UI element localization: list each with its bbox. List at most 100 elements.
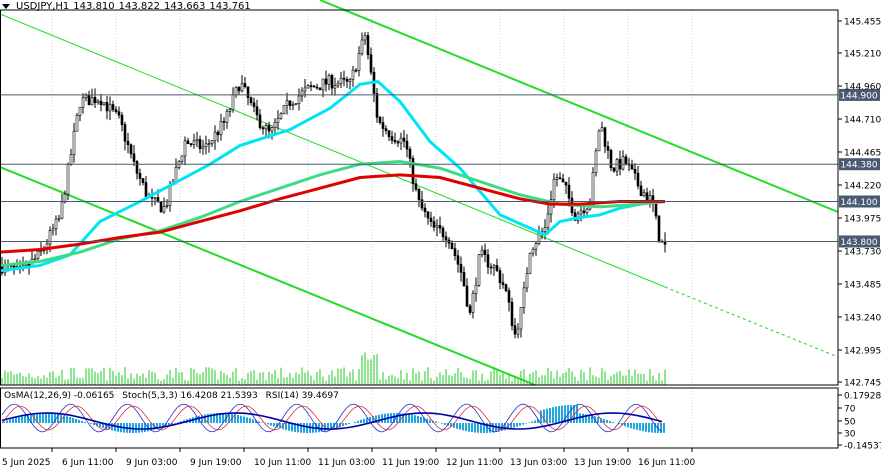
level-label-box: [839, 88, 880, 101]
time-axis: 5 Jun 2025 6 Jun 11:00 9 Jun 03:00 9 Jun 19…: [2, 448, 695, 468]
candle-body: [567, 184, 571, 199]
candle-body: [105, 102, 109, 112]
candle-body: [63, 193, 67, 203]
candle-body: [468, 305, 472, 313]
indicator-tick-label: 70: [844, 405, 856, 415]
candle-body: [276, 118, 280, 123]
candle-body: [432, 221, 436, 228]
candle-body: [480, 249, 484, 256]
indicator-tick-label: -0.14537: [844, 442, 881, 452]
candle-body: [282, 105, 286, 114]
time-tick-label: 13 Jun 19:00: [574, 458, 631, 467]
candle-body: [462, 272, 466, 287]
indicator-header: OsMA(12,26,9) -0.06165 Stoch(5,3,3) 16.4…: [4, 391, 344, 401]
candle-body: [414, 183, 418, 190]
candle-body: [204, 143, 208, 147]
candle-body: [135, 161, 139, 174]
candle-body: [279, 113, 283, 119]
candle-body: [525, 273, 529, 289]
price-tick-label: 142.995: [844, 347, 881, 357]
candle-body: [33, 258, 37, 260]
candle-body: [300, 90, 304, 97]
time-tick-label: 9 Jun 03:00: [126, 458, 178, 467]
candle-body: [429, 217, 433, 222]
rsi-label: RSI(14) 39.4697: [265, 391, 339, 401]
chart-frames: [0, 9, 839, 449]
candle-body: [552, 178, 556, 200]
candle-body: [51, 228, 55, 232]
symbol-header[interactable]: USDJPY,H1 143.810 143.822 143.663 143.76…: [2, 0, 251, 12]
candle-body: [90, 97, 94, 106]
candle-body: [381, 122, 385, 129]
candle-body: [606, 146, 610, 151]
time-tick-label: 9 Jun 19:00: [190, 458, 242, 467]
candle-body: [612, 167, 616, 172]
candle-body: [450, 242, 454, 249]
candle-body: [159, 201, 163, 213]
candle-body: [75, 115, 79, 132]
candle-body: [297, 95, 301, 104]
time-tick-label: 5 Jun 2025: [2, 458, 50, 467]
candle-body: [378, 117, 382, 123]
candle-body: [438, 225, 442, 229]
candle-body: [534, 243, 538, 250]
candle-body: [333, 85, 337, 89]
candle-body: [360, 39, 364, 54]
time-tick-label: 13 Jun 03:00: [510, 458, 567, 467]
candle-body: [123, 124, 127, 142]
candle-body: [162, 206, 166, 213]
candle-body: [249, 97, 253, 103]
candle-body: [546, 213, 550, 228]
candle-body: [657, 215, 661, 243]
level-label-box: [839, 195, 880, 208]
candle-body: [93, 97, 97, 104]
price-tick-label: 143.240: [844, 314, 881, 324]
candle-body: [393, 140, 397, 143]
horizontal-levels[interactable]: 144.900 144.380 144.100 143.800: [0, 88, 880, 248]
candle-body: [492, 265, 496, 268]
candle-body: [648, 195, 652, 201]
price-tick-label: 144.465: [844, 149, 881, 159]
level-label: 144.900: [840, 91, 877, 101]
dropdown-triangle-icon[interactable]: [2, 3, 10, 9]
candle-body: [369, 54, 373, 73]
candle-body: [315, 86, 319, 89]
indicator-panel: [1, 403, 665, 433]
candle-body: [96, 100, 100, 104]
price-tick-label: 143.730: [844, 248, 881, 258]
ohlc-close: 143.761: [209, 0, 251, 12]
candle-body: [210, 140, 214, 145]
candle-body: [585, 208, 589, 214]
candle-body: [630, 164, 634, 170]
candle-body: [156, 197, 160, 203]
candle-body: [351, 69, 355, 80]
candle-body: [504, 284, 508, 291]
osma-label: OsMA(12,26,9) -0.06165: [4, 391, 115, 401]
ma-fast-line: [0, 80, 666, 273]
price-axis: 145.455 145.210 144.960 144.710 144.465 144.2…: [838, 18, 881, 452]
candle-body: [255, 106, 259, 116]
time-tick-label: 12 Jun 11:00: [446, 458, 503, 467]
price-tick-label: 142.745: [844, 379, 881, 389]
candle-body: [642, 192, 646, 197]
candle-body: [354, 69, 358, 72]
candle-body: [222, 121, 226, 123]
candle-body: [519, 307, 523, 330]
candle-body: [336, 82, 340, 86]
candle-body: [189, 143, 193, 146]
candle-body: [636, 172, 640, 187]
candle-body: [213, 131, 217, 142]
candle-body: [594, 150, 598, 173]
candle-body: [444, 236, 448, 241]
candle-body: [486, 254, 490, 268]
candle-body: [591, 172, 595, 205]
candle-body: [420, 199, 424, 209]
price-tick-label: 144.710: [844, 116, 881, 126]
candle-body: [624, 156, 628, 165]
candle-body: [495, 265, 499, 271]
candle-body: [543, 227, 547, 232]
candle-body: [348, 79, 352, 82]
candle-body: [405, 140, 409, 150]
candle-body: [237, 86, 241, 92]
